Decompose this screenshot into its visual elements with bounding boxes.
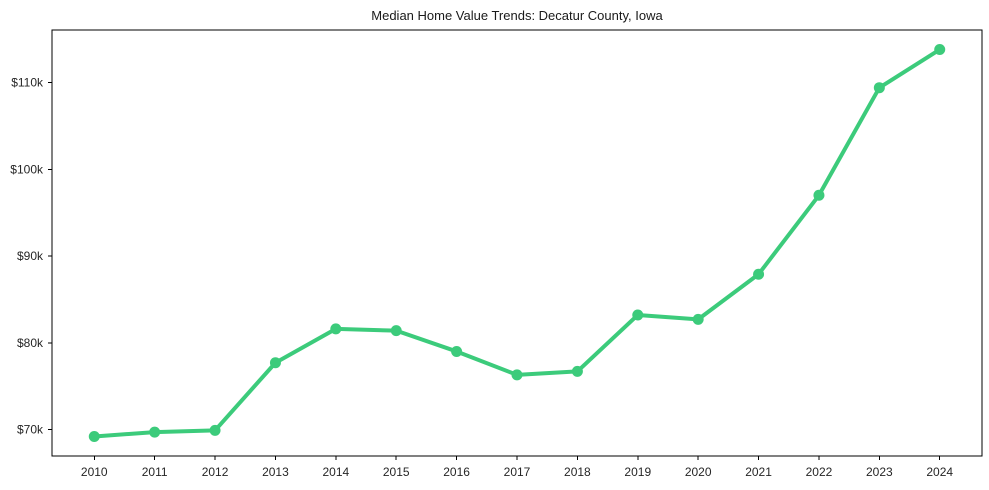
x-axis-tick-label: 2021 bbox=[745, 465, 772, 479]
data-point bbox=[692, 313, 704, 325]
data-point bbox=[451, 345, 463, 357]
x-axis-tick-label: 2012 bbox=[202, 465, 229, 479]
data-point bbox=[88, 430, 100, 442]
data-point bbox=[571, 365, 583, 377]
chart-title: Median Home Value Trends: Decatur County… bbox=[371, 8, 663, 23]
data-point bbox=[511, 369, 523, 381]
y-axis-tick-label: $110k bbox=[11, 75, 44, 89]
data-point bbox=[934, 44, 946, 56]
x-axis-tick-label: 2018 bbox=[564, 465, 591, 479]
x-axis-tick-label: 2019 bbox=[624, 465, 651, 479]
x-axis-tick-label: 2016 bbox=[443, 465, 470, 479]
data-point bbox=[873, 82, 885, 94]
data-point bbox=[209, 424, 221, 436]
x-axis-tick-label: 2022 bbox=[806, 465, 833, 479]
x-axis-tick-label: 2015 bbox=[383, 465, 410, 479]
data-point bbox=[269, 357, 281, 369]
data-point bbox=[390, 325, 402, 337]
y-axis-tick-label: $100k bbox=[10, 162, 44, 176]
y-axis-tick-label: $70k bbox=[17, 423, 44, 437]
x-axis-tick-label: 2014 bbox=[322, 465, 349, 479]
x-axis-tick-label: 2023 bbox=[866, 465, 893, 479]
x-axis-tick-label: 2011 bbox=[142, 465, 168, 479]
data-point bbox=[149, 426, 161, 438]
y-axis-tick-label: $80k bbox=[17, 336, 44, 350]
data-point bbox=[813, 189, 825, 201]
data-point bbox=[632, 309, 644, 321]
x-axis-tick-label: 2010 bbox=[81, 465, 108, 479]
x-axis-tick-label: 2020 bbox=[685, 465, 712, 479]
x-axis-tick-label: 2017 bbox=[504, 465, 531, 479]
x-axis-tick-label: 2013 bbox=[262, 465, 289, 479]
data-point bbox=[753, 268, 765, 280]
data-point bbox=[330, 323, 342, 335]
x-axis-tick-label: 2024 bbox=[926, 465, 953, 479]
y-axis-tick-label: $90k bbox=[17, 249, 44, 263]
